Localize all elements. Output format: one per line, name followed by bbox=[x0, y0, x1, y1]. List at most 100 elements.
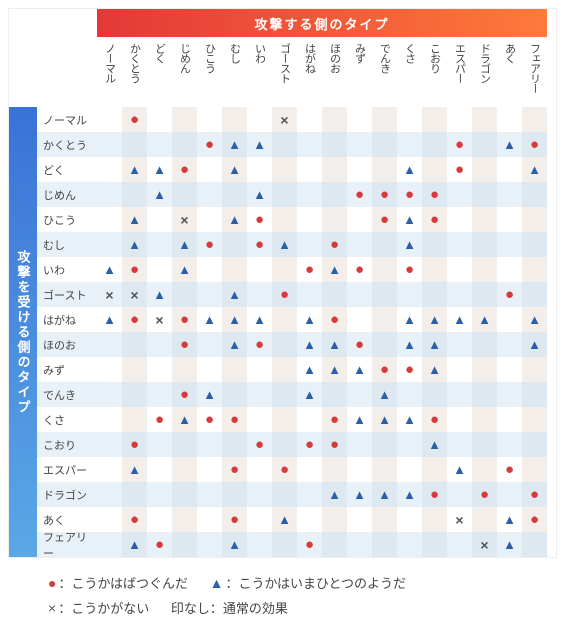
matrix-cell bbox=[147, 107, 172, 132]
triangle-icon: ▲ bbox=[178, 413, 191, 426]
matrix-cell bbox=[197, 332, 222, 357]
matrix-cell: ● bbox=[372, 207, 397, 232]
matrix-cell bbox=[322, 282, 347, 307]
matrix-cell bbox=[297, 207, 322, 232]
matrix-cell bbox=[347, 232, 372, 257]
triangle-icon: ▲ bbox=[378, 488, 391, 501]
matrix-cell bbox=[147, 232, 172, 257]
matrix-cell: ▲ bbox=[147, 157, 172, 182]
triangle-icon: ▲ bbox=[453, 463, 466, 476]
matrix-cell bbox=[197, 107, 222, 132]
row-head: じめん bbox=[37, 182, 97, 207]
matrix-cell bbox=[97, 432, 122, 457]
matrix-cell bbox=[322, 457, 347, 482]
matrix-cell bbox=[272, 532, 297, 557]
matrix-cell bbox=[372, 282, 397, 307]
matrix-cell: ▲ bbox=[97, 307, 122, 332]
matrix-cell bbox=[372, 132, 397, 157]
matrix-cell bbox=[497, 182, 522, 207]
matrix-cell bbox=[522, 407, 547, 432]
triangle-icon: ▲ bbox=[403, 213, 416, 226]
col-head: ドラゴン bbox=[472, 37, 497, 107]
triangle-icon: ▲ bbox=[503, 538, 516, 551]
matrix-cell bbox=[472, 432, 497, 457]
triangle-icon: ▲ bbox=[228, 163, 241, 176]
matrix-cell: ▲ bbox=[322, 357, 347, 382]
circle-icon: ● bbox=[280, 462, 289, 477]
matrix-cell bbox=[522, 257, 547, 282]
attacker-header: 攻撃する側のタイプ bbox=[97, 9, 547, 37]
matrix-cell: ▲ bbox=[172, 232, 197, 257]
col-head: フェアリー bbox=[522, 37, 547, 107]
matrix-cell: ▲ bbox=[347, 407, 372, 432]
matrix-cell bbox=[272, 482, 297, 507]
matrix-cell: ● bbox=[222, 507, 247, 532]
matrix-cell bbox=[172, 457, 197, 482]
matrix-cell: ● bbox=[372, 357, 397, 382]
triangle-icon: ▲ bbox=[278, 238, 291, 251]
row-head: ゴースト bbox=[37, 282, 97, 307]
matrix-cell: ▲ bbox=[97, 257, 122, 282]
matrix-cell: ● bbox=[397, 357, 422, 382]
matrix-cell: ▲ bbox=[147, 282, 172, 307]
matrix-cell bbox=[147, 207, 172, 232]
matrix-cell bbox=[422, 457, 447, 482]
circle-icon: ● bbox=[180, 162, 189, 177]
matrix-cell bbox=[422, 107, 447, 132]
matrix-cell bbox=[347, 382, 372, 407]
circle-icon: ● bbox=[330, 312, 339, 327]
matrix-cell: ▲ bbox=[197, 382, 222, 407]
matrix-cell bbox=[197, 482, 222, 507]
row-head: かくとう bbox=[37, 132, 97, 157]
matrix-cell bbox=[272, 332, 297, 357]
matrix-cell: ▲ bbox=[122, 207, 147, 232]
matrix-cell bbox=[122, 357, 147, 382]
matrix-cell bbox=[322, 507, 347, 532]
triangle-icon: ▲ bbox=[303, 338, 316, 351]
matrix-cell bbox=[497, 157, 522, 182]
matrix-cell bbox=[197, 432, 222, 457]
matrix-cell bbox=[347, 307, 372, 332]
matrix-cell bbox=[447, 432, 472, 457]
matrix-cell bbox=[372, 107, 397, 132]
triangle-icon: ▲ bbox=[403, 313, 416, 326]
matrix-cell bbox=[297, 457, 322, 482]
matrix-cell bbox=[397, 132, 422, 157]
matrix-cell bbox=[522, 182, 547, 207]
matrix-cell bbox=[272, 182, 297, 207]
matrix-cell bbox=[197, 157, 222, 182]
matrix-cell: ▲ bbox=[222, 307, 247, 332]
matrix-cell bbox=[347, 132, 372, 157]
matrix-cell bbox=[297, 232, 322, 257]
matrix-cell bbox=[172, 507, 197, 532]
matrix-cell bbox=[322, 382, 347, 407]
matrix-cell: ▲ bbox=[272, 507, 297, 532]
matrix-cell bbox=[97, 157, 122, 182]
triangle-icon: ▲ bbox=[403, 163, 416, 176]
triangle-icon: ▲ bbox=[353, 413, 366, 426]
triangle-icon: ▲ bbox=[128, 538, 141, 551]
circle-icon: ● bbox=[205, 237, 214, 252]
matrix-cell: ● bbox=[472, 482, 497, 507]
triangle-icon: ▲ bbox=[128, 213, 141, 226]
triangle-icon: ▲ bbox=[428, 313, 441, 326]
circle-icon: ● bbox=[130, 262, 139, 277]
matrix-cell: ▲ bbox=[222, 532, 247, 557]
triangle-icon: ▲ bbox=[328, 338, 341, 351]
matrix-cell bbox=[472, 132, 497, 157]
col-head: エスパー bbox=[447, 37, 472, 107]
col-head: でんき bbox=[372, 37, 397, 107]
triangle-icon: ▲ bbox=[253, 138, 266, 151]
matrix-cell: ▲ bbox=[122, 232, 147, 257]
matrix-cell: ● bbox=[297, 432, 322, 457]
matrix-cell bbox=[97, 332, 122, 357]
triangle-icon: ▲ bbox=[403, 413, 416, 426]
matrix-cell: ▲ bbox=[372, 482, 397, 507]
matrix-cell bbox=[272, 407, 297, 432]
matrix-cell: × bbox=[172, 207, 197, 232]
matrix-cell: × bbox=[447, 507, 472, 532]
matrix-cell bbox=[522, 232, 547, 257]
triangle-icon: ▲ bbox=[328, 363, 341, 376]
matrix-cell: ● bbox=[297, 532, 322, 557]
col-head: ほのお bbox=[322, 37, 347, 107]
